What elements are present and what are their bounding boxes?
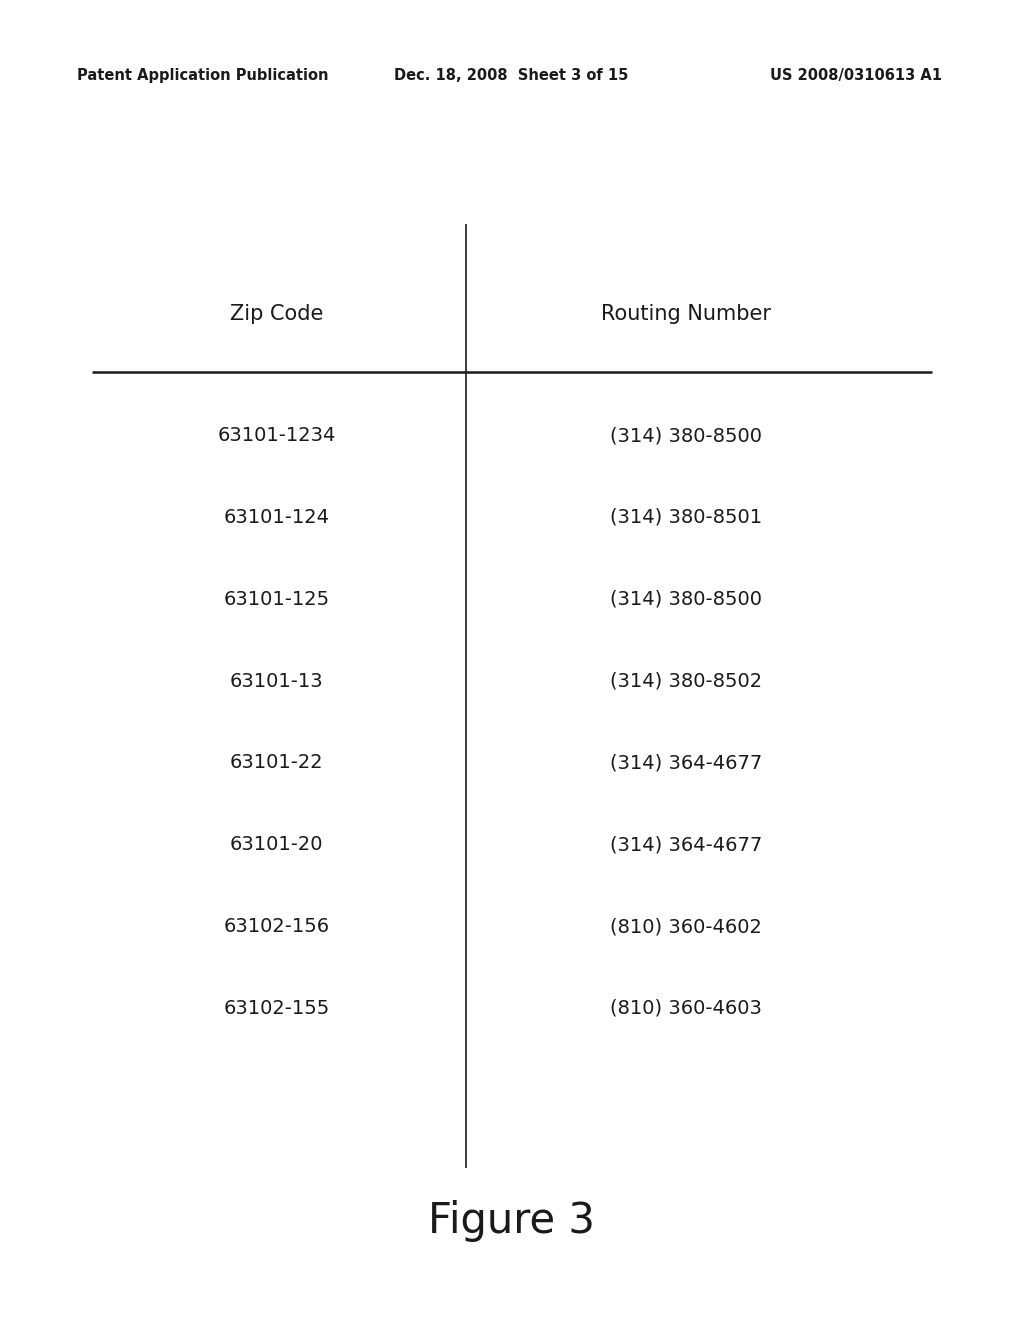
- Text: 63101-20: 63101-20: [229, 836, 324, 854]
- Text: (314) 364-4677: (314) 364-4677: [610, 836, 762, 854]
- Text: Zip Code: Zip Code: [229, 304, 324, 325]
- Text: 63101-1234: 63101-1234: [217, 426, 336, 445]
- Text: (314) 380-8502: (314) 380-8502: [610, 672, 762, 690]
- Text: (810) 360-4603: (810) 360-4603: [610, 999, 762, 1018]
- Text: 63101-125: 63101-125: [223, 590, 330, 609]
- Text: (810) 360-4602: (810) 360-4602: [610, 917, 762, 936]
- Text: (314) 380-8500: (314) 380-8500: [610, 590, 762, 609]
- Text: 63102-155: 63102-155: [223, 999, 330, 1018]
- Text: 63101-124: 63101-124: [223, 508, 330, 527]
- Text: (314) 364-4677: (314) 364-4677: [610, 754, 762, 772]
- Text: 63102-156: 63102-156: [223, 917, 330, 936]
- Text: (314) 380-8501: (314) 380-8501: [610, 508, 762, 527]
- Text: Patent Application Publication: Patent Application Publication: [77, 67, 329, 83]
- Text: US 2008/0310613 A1: US 2008/0310613 A1: [770, 67, 942, 83]
- Text: (314) 380-8500: (314) 380-8500: [610, 426, 762, 445]
- Text: Dec. 18, 2008  Sheet 3 of 15: Dec. 18, 2008 Sheet 3 of 15: [394, 67, 629, 83]
- Text: Figure 3: Figure 3: [428, 1200, 596, 1242]
- Text: 63101-22: 63101-22: [229, 754, 324, 772]
- Text: 63101-13: 63101-13: [229, 672, 324, 690]
- Text: Routing Number: Routing Number: [601, 304, 771, 325]
